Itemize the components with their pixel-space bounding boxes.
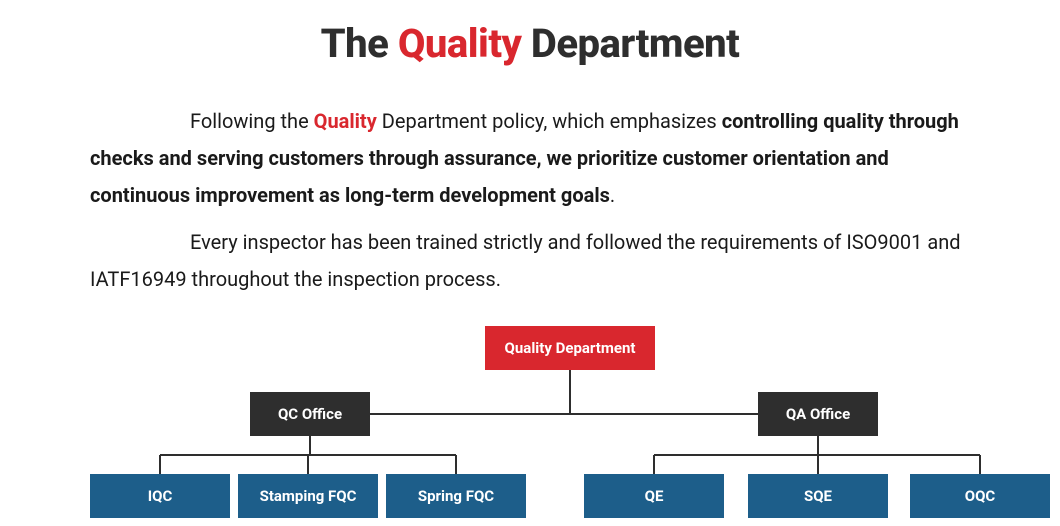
org-node-spfqc: Spring FQC (386, 474, 526, 518)
org-node-qc: QC Office (250, 392, 370, 436)
paragraph-2: Every inspector has been trained strictl… (90, 224, 970, 298)
org-node-root: Quality Department (485, 326, 655, 370)
p1-accent: Quality (314, 109, 377, 133)
p1-seg5: . (610, 183, 615, 207)
title-prefix: The (321, 20, 398, 67)
org-node-iqc: IQC (90, 474, 230, 518)
page-container: The Quality Department Following the Qua… (0, 0, 1060, 526)
org-node-qa: QA Office (758, 392, 878, 436)
p2-text: Every inspector has been trained strictl… (90, 230, 961, 291)
p1-seg3: Department policy, which emphasizes (377, 109, 722, 133)
org-node-qe: QE (584, 474, 724, 518)
p1-seg1: Following the (190, 109, 314, 133)
title-suffix: Department (521, 20, 739, 67)
org-node-oqc: OQC (910, 474, 1050, 518)
org-node-sfqc: Stamping FQC (238, 474, 378, 518)
org-node-sqe: SQE (748, 474, 888, 518)
title-accent: Quality (398, 20, 522, 67)
paragraph-1: Following the Quality Department policy,… (90, 103, 970, 214)
page-title: The Quality Department (90, 20, 970, 67)
org-chart: Quality DepartmentQC OfficeQA OfficeIQCS… (90, 326, 1050, 526)
